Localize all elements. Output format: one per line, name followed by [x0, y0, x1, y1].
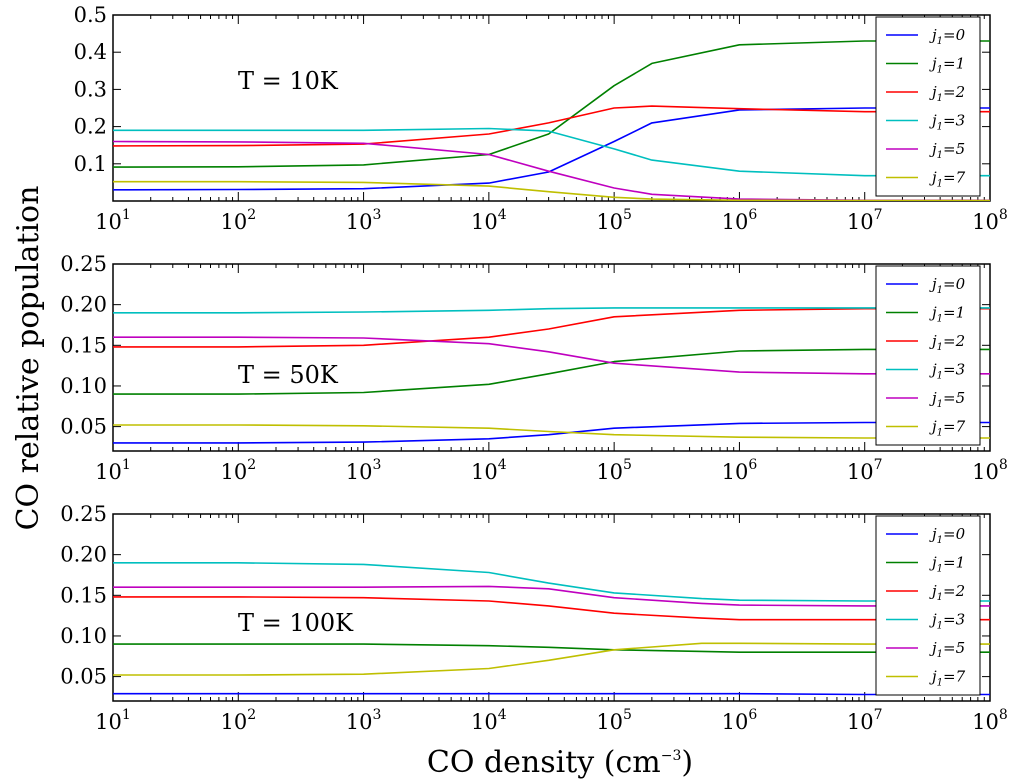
legend-label: j1=3 — [929, 611, 965, 632]
x-tick-label: 101 — [95, 207, 131, 234]
legend-label: j1=7 — [929, 418, 966, 439]
y-tick-label: 0.2 — [74, 115, 107, 139]
x-tick-label: 106 — [722, 707, 758, 734]
series-line — [113, 307, 990, 314]
y-tick-label: 0.25 — [60, 502, 107, 526]
series-line — [113, 127, 990, 177]
y-tick-label: 0.25 — [60, 252, 107, 276]
legend: j1=0 j1=1 j1=2 j1=3 j1=5 j1=7 — [875, 515, 981, 696]
series-line — [113, 307, 990, 348]
y-tick-label: 0.15 — [60, 333, 107, 357]
series-line — [113, 180, 990, 201]
x-tick-label: 101 — [95, 707, 131, 734]
x-tick-label: 103 — [346, 457, 382, 484]
series-line — [113, 642, 990, 676]
series-line — [113, 336, 990, 375]
panel-3: 101 102 103 104 105 106 107 108 0.05 0.10 0.15 0.20… — [60, 502, 1008, 734]
panel-1: 101 102 103 104 105 106 107 108 0.1 0.2 0.3 0.4 0.5 T… — [74, 3, 1008, 234]
series-line — [113, 40, 990, 168]
series-line — [113, 561, 990, 602]
y-tick-label: 0.20 — [60, 293, 107, 317]
y-axis-label: CO relative population — [11, 186, 46, 531]
x-tick-label: 106 — [722, 457, 758, 484]
legend-label: j1=0 — [929, 525, 966, 546]
y-tick-label: 0.05 — [60, 415, 107, 439]
legend-box — [875, 16, 981, 197]
series-line — [113, 596, 990, 621]
x-tick-label: 104 — [471, 207, 507, 234]
legend-label: j1=0 — [929, 26, 966, 47]
x-axis-label-exponent: −3 — [661, 748, 682, 764]
legend: j1=0 j1=1 j1=2 j1=3 j1=5 j1=7 — [875, 16, 981, 197]
x-tick-label: 105 — [596, 457, 632, 484]
y-tick-label: 0.10 — [60, 374, 107, 398]
legend-label: j1=0 — [929, 275, 966, 296]
series-line — [113, 421, 990, 444]
legend-box — [875, 265, 981, 446]
legend-label: j1=1 — [929, 554, 965, 575]
legend-label: j1=5 — [929, 639, 965, 660]
series-line — [113, 107, 990, 191]
y-tick-label: 0.3 — [74, 77, 107, 101]
series-line — [113, 424, 990, 439]
x-tick-label: 105 — [596, 707, 632, 734]
x-tick-label: 107 — [847, 707, 883, 734]
legend-label: j1=1 — [929, 55, 965, 76]
legend-box — [875, 515, 981, 696]
legend-label: j1=7 — [929, 668, 966, 689]
series-line — [113, 585, 990, 607]
legend-label: j1=2 — [929, 332, 965, 353]
x-tick-label: 103 — [346, 707, 382, 734]
x-axis-label: CO density (cm−3) — [427, 745, 693, 780]
legend-label: j1=5 — [929, 389, 965, 410]
panel-annotation: T = 50K — [238, 361, 339, 389]
y-tick-label: 0.20 — [60, 543, 107, 567]
series-line — [113, 643, 990, 654]
x-tick-label: 107 — [847, 457, 883, 484]
y-tick-label: 0.4 — [74, 40, 107, 64]
x-tick-label: 108 — [972, 707, 1008, 734]
y-tick-label: 0.10 — [60, 624, 107, 648]
legend-label: j1=2 — [929, 83, 965, 104]
x-tick-label: 106 — [722, 207, 758, 234]
panel-annotation: T = 100K — [238, 609, 354, 637]
x-tick-label: 108 — [972, 457, 1008, 484]
x-tick-label: 102 — [220, 707, 256, 734]
y-tick-label: 0.1 — [74, 152, 107, 176]
panel-annotation: T = 10K — [238, 67, 339, 95]
x-axis-label-main: CO density (cm — [427, 745, 661, 780]
x-tick-label: 104 — [471, 707, 507, 734]
x-tick-label: 102 — [220, 457, 256, 484]
series-line — [113, 105, 990, 147]
series-line — [113, 692, 990, 696]
x-axis-label-close: ) — [681, 745, 693, 780]
y-tick-label: 0.05 — [60, 665, 107, 689]
legend-label: j1=7 — [929, 169, 966, 190]
x-tick-label: 101 — [95, 457, 131, 484]
x-tick-label: 103 — [346, 207, 382, 234]
y-tick-label: 0.15 — [60, 583, 107, 607]
legend-label: j1=1 — [929, 304, 965, 325]
y-tick-label: 0.5 — [74, 3, 107, 27]
x-tick-label: 105 — [596, 207, 632, 234]
x-tick-label: 104 — [471, 457, 507, 484]
legend-label: j1=2 — [929, 582, 965, 603]
legend-label: j1=3 — [929, 112, 965, 133]
plot-frame — [112, 513, 991, 702]
x-tick-label: 108 — [972, 207, 1008, 234]
legend: j1=0 j1=1 j1=2 j1=3 j1=5 j1=7 — [875, 265, 981, 446]
legend-label: j1=3 — [929, 361, 965, 382]
series-line — [113, 348, 990, 395]
plot-frame — [112, 263, 991, 452]
panel-2: 101 102 103 104 105 106 107 108 0.05 0.10 0.15 0.20… — [60, 252, 1008, 484]
x-tick-label: 107 — [847, 207, 883, 234]
x-tick-label: 102 — [220, 207, 256, 234]
legend-label: j1=5 — [929, 140, 965, 161]
